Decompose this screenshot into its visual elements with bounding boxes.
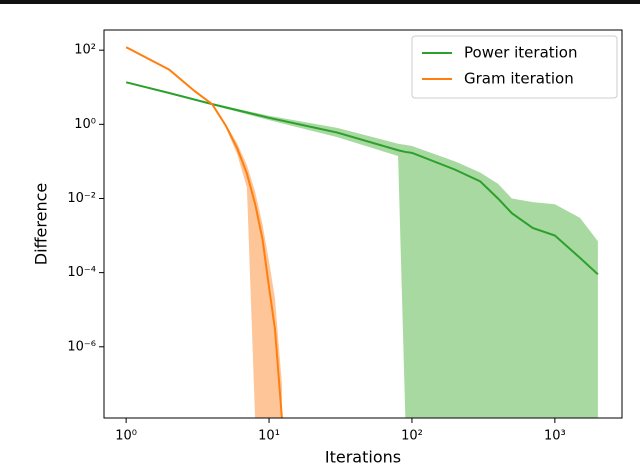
y-tick-label: 10⁻² xyxy=(67,191,96,206)
y-tick-label: 10² xyxy=(74,43,96,58)
legend-label: Power iteration xyxy=(464,44,578,62)
x-axis-label: Iterations xyxy=(325,448,401,467)
y-tick-label: 10⁰ xyxy=(74,117,96,132)
legend-box xyxy=(411,35,618,99)
y-axis-label: Difference xyxy=(32,183,51,265)
plot-frame xyxy=(103,29,623,419)
y-tick-label: 10⁻⁶ xyxy=(67,339,96,354)
legend-label: Gram iteration xyxy=(464,70,574,88)
x-tick-label: 10¹ xyxy=(258,429,280,444)
series-line xyxy=(125,46,283,418)
x-tick-label: 10⁰ xyxy=(115,429,137,444)
bands xyxy=(126,47,598,418)
top-border xyxy=(0,0,640,4)
band xyxy=(126,47,282,418)
lines xyxy=(125,46,599,418)
x-tick-label: 10² xyxy=(401,429,423,444)
series-line xyxy=(125,81,599,276)
x-tick-label: 10³ xyxy=(544,429,566,444)
band xyxy=(126,82,598,418)
y-tick-label: 10⁻⁴ xyxy=(67,265,96,280)
